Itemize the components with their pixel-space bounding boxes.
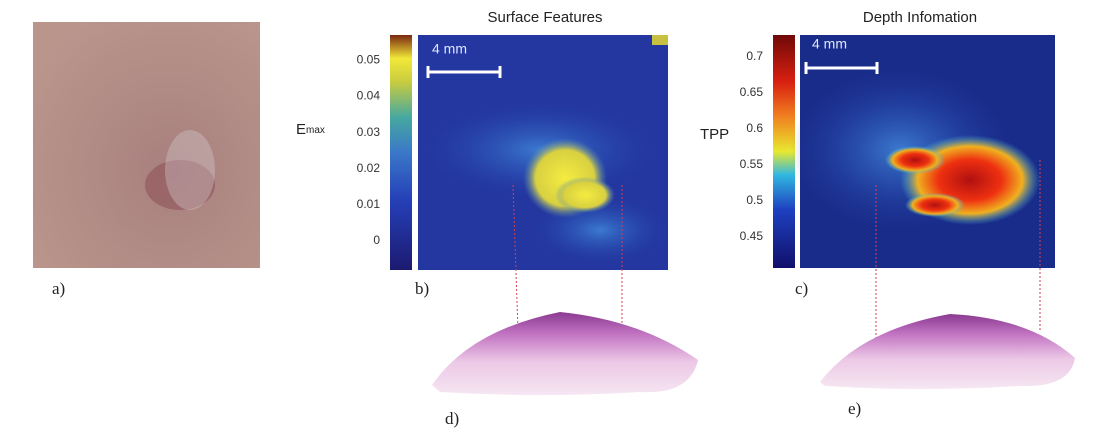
colorbar-tick: 0.55 (740, 157, 764, 171)
colorbar-label: Emax (296, 121, 325, 138)
colorbar-tick: 0.01 (357, 197, 381, 211)
colorbar-tick: 0.03 (357, 125, 381, 139)
lesion (145, 160, 215, 210)
panel-label: c) (795, 279, 808, 298)
colorbar (390, 35, 412, 270)
colorbar-tick: 0.7 (746, 49, 763, 63)
skin-photo (33, 22, 260, 268)
panel-title: Surface Features (487, 9, 602, 26)
colorbar-tick: 0.65 (740, 85, 764, 99)
colorbar-tick: 0.04 (357, 89, 381, 103)
guide-lines (512, 160, 1041, 338)
label-sub: max (306, 125, 325, 136)
colorbar-tick: 0.45 (740, 229, 764, 243)
scale-bar-label: 4 mm (432, 41, 467, 57)
map-blob (555, 177, 615, 213)
map-blob (885, 146, 945, 174)
colorbar-tick: 0 (373, 233, 380, 247)
panel-label: a) (52, 279, 65, 298)
panel-title: Depth Infomation (863, 9, 977, 26)
colorbar-tick: 0.5 (746, 193, 763, 207)
colorbar-tick: 0.05 (357, 52, 381, 66)
map-corner (652, 35, 668, 45)
panel-label: e) (848, 399, 861, 418)
histology-d (432, 312, 698, 395)
colorbar-tick: 0.6 (746, 121, 763, 135)
scale-bar-label: 4 mm (812, 36, 847, 52)
scale-bar (804, 62, 879, 74)
label-main: E (296, 121, 306, 138)
scale-bar (426, 66, 502, 78)
colorbar-tick: 0.02 (357, 161, 381, 175)
map-blob (905, 193, 965, 217)
colorbar-label: TPP (700, 126, 729, 143)
panel-label: d) (445, 409, 459, 428)
panel-label: b) (415, 279, 429, 298)
histology-e (820, 314, 1075, 389)
colorbar (773, 35, 795, 268)
lesion-scale (165, 130, 215, 210)
